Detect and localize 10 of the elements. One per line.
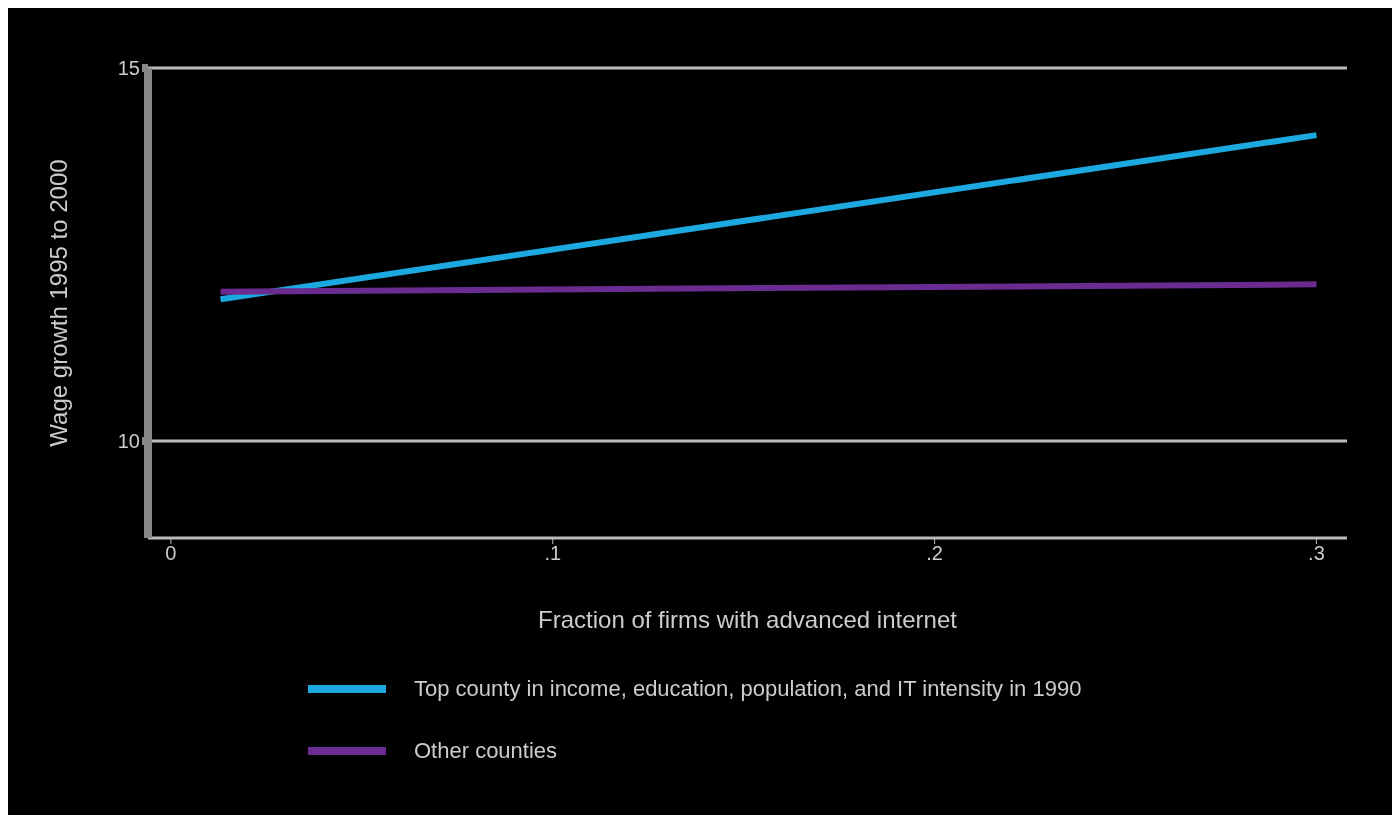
y-axis-title: Wage growth 1995 to 2000: [44, 159, 72, 447]
legend-label: Other counties: [414, 738, 558, 764]
x-axis-title: Fraction of firms with advanced internet: [538, 606, 958, 633]
x-tick-label: .2: [926, 542, 943, 565]
y-tick-label: 15: [117, 57, 140, 80]
x-tick-label: .1: [544, 542, 562, 565]
y-tick-label: 10: [117, 430, 140, 453]
x-tick-label: 0: [165, 542, 177, 565]
legend-label: Top county in income, education, population, and IT intensity in 1990: [414, 676, 1082, 702]
x-tick-label: .3: [1308, 542, 1325, 565]
